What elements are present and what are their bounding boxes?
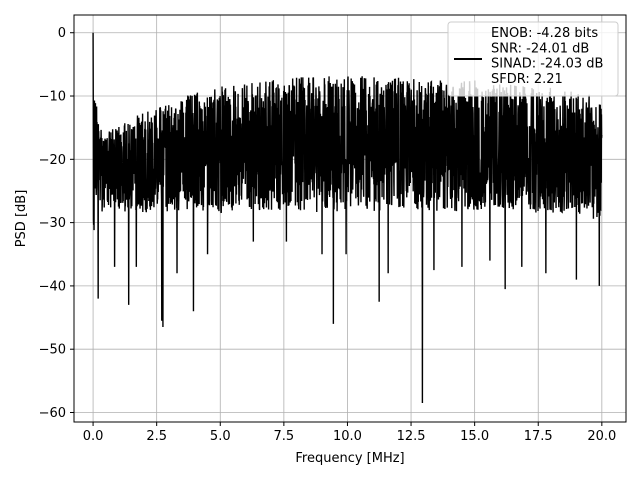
x-tick-label: 20.0 bbox=[587, 429, 616, 444]
x-tick-label: 2.5 bbox=[146, 429, 167, 444]
legend-label-line: ENOB: -4.28 bits bbox=[491, 26, 598, 41]
x-tick-label: 7.5 bbox=[274, 429, 295, 444]
x-tick-label: 10.0 bbox=[333, 429, 362, 444]
x-tick-label: 12.5 bbox=[397, 429, 426, 444]
y-tick-label: −60 bbox=[39, 406, 66, 421]
legend-label-line: SFDR: 2.21 bbox=[491, 72, 563, 87]
legend-label: ENOB: -4.28 bits SNR: -24.01 dB SINAD: -24… bbox=[491, 26, 603, 87]
legend-label-line: SNR: -24.01 dB bbox=[491, 41, 589, 56]
y-tick-label: 0 bbox=[58, 26, 66, 41]
plot-area bbox=[92, 32, 603, 404]
x-tick-label: 17.5 bbox=[524, 429, 553, 444]
ticks: 0.0 2.5 5.0 7.5 10.0 12.5 15.0 17.5 20.0 0 −10 −20 −… bbox=[39, 26, 617, 444]
x-tick-label: 5.0 bbox=[210, 429, 231, 444]
y-tick-label: −50 bbox=[39, 343, 66, 358]
y-tick-label: −40 bbox=[39, 279, 66, 294]
legend-label-line: SINAD: -24.03 dB bbox=[491, 57, 603, 72]
x-tick-label: 15.0 bbox=[460, 429, 489, 444]
legend-box bbox=[447, 21, 619, 97]
legend: ENOB: -4.28 bits SNR: -24.01 dB SINAD: -24… bbox=[447, 21, 619, 97]
y-tick-label: −10 bbox=[39, 90, 66, 105]
x-tick-label: 0.0 bbox=[83, 429, 104, 444]
y-axis-label: PSD [dB] bbox=[14, 190, 29, 248]
axes-frame bbox=[73, 14, 627, 423]
psd-series-line bbox=[92, 32, 603, 404]
x-axis-label: Frequency [MHz] bbox=[295, 451, 404, 466]
y-tick-label: −20 bbox=[39, 153, 66, 168]
y-tick-label: −30 bbox=[39, 216, 66, 231]
